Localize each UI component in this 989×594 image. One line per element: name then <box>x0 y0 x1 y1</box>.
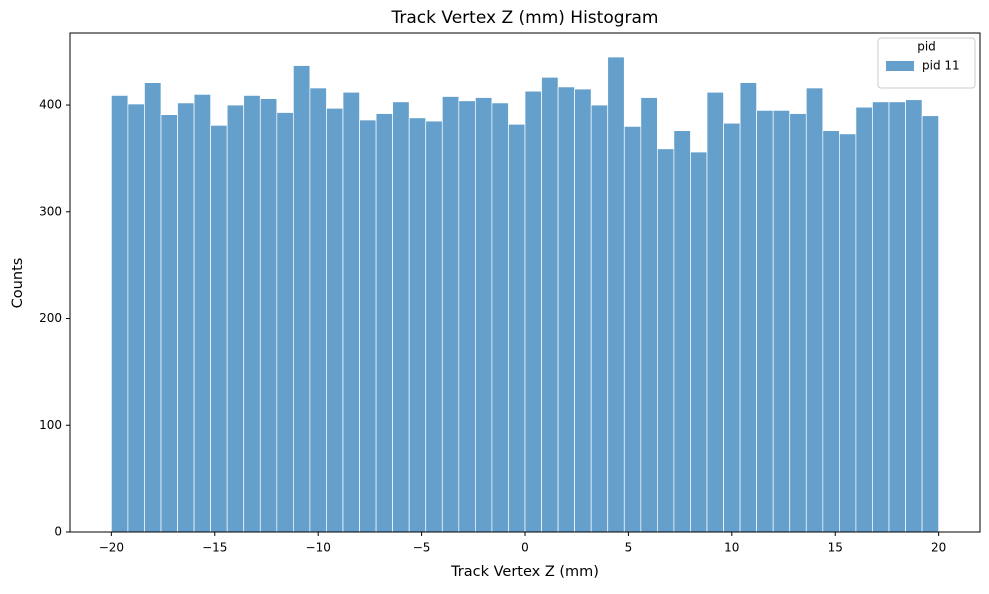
x-tick-label: 10 <box>724 541 739 555</box>
y-tick-label: 200 <box>39 311 62 325</box>
x-tick-label: −15 <box>202 541 227 555</box>
bar <box>772 110 791 533</box>
bar <box>309 87 327 533</box>
bar <box>408 117 427 533</box>
bar <box>805 87 824 533</box>
y-tick-label: 400 <box>39 98 62 112</box>
x-tick-label: 15 <box>828 541 843 555</box>
bar <box>243 95 261 533</box>
bar <box>508 123 526 533</box>
bar <box>673 130 691 533</box>
bar <box>375 113 393 533</box>
y-tick-label: 0 <box>54 525 62 539</box>
bar <box>574 88 592 533</box>
y-axis-label: Counts <box>10 258 26 309</box>
y-tick-label: 100 <box>39 418 62 432</box>
x-tick-label: −20 <box>99 541 124 555</box>
bar <box>921 115 939 533</box>
bar <box>723 122 741 533</box>
bar <box>177 102 195 533</box>
bar <box>739 82 757 533</box>
bar <box>706 91 724 533</box>
bar <box>888 101 906 533</box>
legend-label: pid 11 <box>922 59 960 73</box>
bar <box>491 102 509 533</box>
bar <box>657 148 675 533</box>
bar <box>441 96 460 533</box>
legend-title: pid <box>917 40 936 54</box>
legend-swatch <box>886 61 914 71</box>
bar <box>111 95 129 533</box>
x-axis-label: Track Vertex Z (mm) <box>450 564 599 580</box>
chart-title: Track Vertex Z (mm) Histogram <box>391 8 659 28</box>
x-tick-label: 20 <box>931 541 946 555</box>
bar <box>127 103 145 533</box>
bar <box>905 99 923 533</box>
bar <box>293 65 311 533</box>
bar <box>590 104 609 533</box>
bar <box>839 133 857 533</box>
bar <box>557 86 575 533</box>
bar <box>326 107 344 533</box>
bar <box>226 104 245 533</box>
bar <box>789 113 807 533</box>
bar <box>210 124 228 533</box>
bar <box>524 90 542 533</box>
bar <box>541 76 559 533</box>
bar <box>458 100 476 533</box>
bar <box>690 151 708 533</box>
bar <box>475 97 493 533</box>
bar <box>359 119 377 533</box>
bar <box>855 106 873 533</box>
x-tick-label: 5 <box>625 541 633 555</box>
bar <box>160 114 178 533</box>
bar <box>607 56 625 533</box>
bar <box>872 101 890 533</box>
bar <box>193 94 211 533</box>
bar <box>276 112 294 533</box>
bar <box>623 126 642 533</box>
y-tick-label: 300 <box>39 204 62 218</box>
bar <box>259 98 278 533</box>
bar <box>392 101 410 533</box>
x-tick-label: −10 <box>306 541 331 555</box>
bar <box>756 110 774 533</box>
bar <box>144 82 162 533</box>
legend-box <box>877 37 976 89</box>
bar <box>640 97 658 533</box>
x-tick-label: −5 <box>413 541 431 555</box>
bar <box>342 91 360 533</box>
bar <box>425 120 443 533</box>
x-tick-label: 0 <box>521 541 529 555</box>
bar <box>822 130 840 533</box>
